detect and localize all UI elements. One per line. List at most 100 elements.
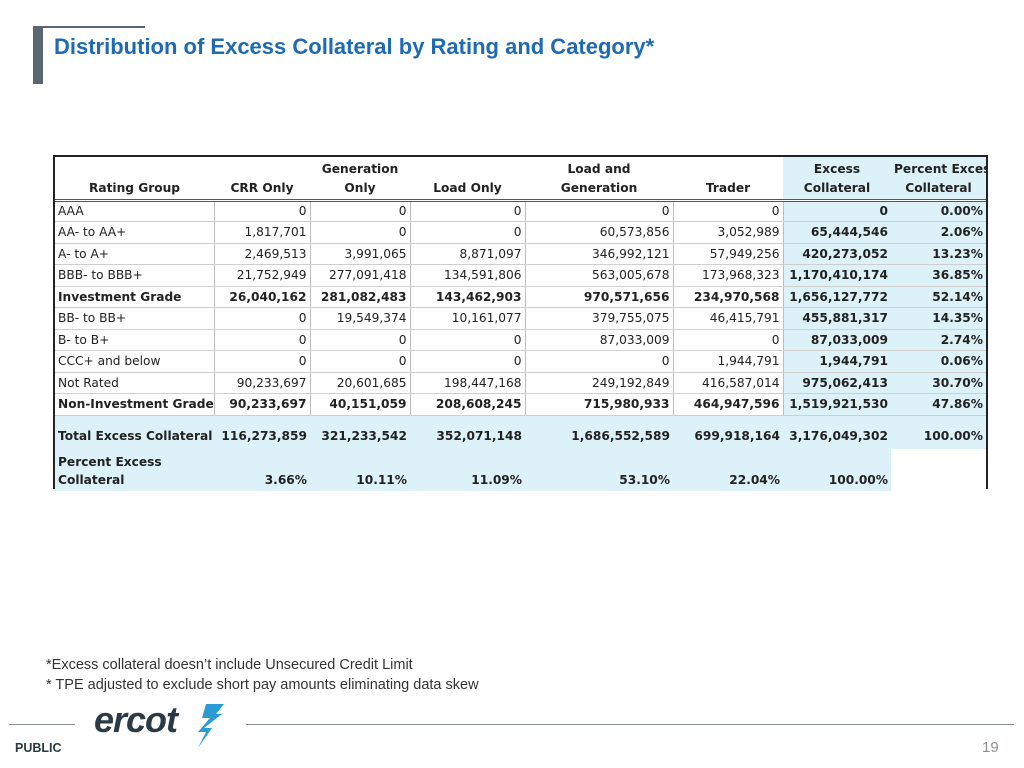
row-label: CCC+ and below <box>55 350 215 373</box>
total-cell: 100.00% <box>891 423 986 449</box>
footnote-tpe: * TPE adjusted to exclude short pay amou… <box>46 677 479 693</box>
column-header: Trader <box>673 178 783 202</box>
total-cell: 3,176,049,302 <box>783 423 891 449</box>
subtotal-row: Non-Investment Grade 90,233,697 40,151,059… <box>55 393 986 416</box>
table-cell: 0 <box>310 350 411 373</box>
table-cell: 0 <box>214 350 311 373</box>
total-cell: 699,918,164 <box>673 423 783 449</box>
column-header: Only <box>310 178 410 202</box>
table-row: CCC+ and below 0 0 0 0 1,944,791 1,944,791 0.06… <box>55 350 986 373</box>
row-label: BB- to BB+ <box>55 307 215 330</box>
ercot-bolt-icon <box>198 704 224 748</box>
table-cell: 13.23% <box>891 243 986 265</box>
table-row: AAA 0 0 0 0 0 0 0.00% <box>55 200 986 222</box>
classification-label: PUBLIC <box>15 741 62 755</box>
table-cell: 3,991,065 <box>310 243 411 265</box>
percent-label-line1: Percent Excess <box>55 449 214 469</box>
table-row: BBB- to BBB+ 21,752,949 277,091,418 134,591… <box>55 264 986 287</box>
table-cell: 0 <box>410 329 526 351</box>
table-cell: 90,233,697 <box>214 393 311 416</box>
total-cell: 1,686,552,589 <box>525 423 673 449</box>
header-top-cell: Percent Excess <box>891 157 986 178</box>
percent-row-empty-cell <box>891 469 986 491</box>
subtotal-row: Investment Grade 26,040,162 281,082,483 143… <box>55 286 986 308</box>
row-label: B- to B+ <box>55 329 215 351</box>
table-cell: 975,062,413 <box>783 372 891 394</box>
footnotes: *Excess collateral doesn’t include Unsec… <box>46 655 479 695</box>
total-cell: 116,273,859 <box>214 423 310 449</box>
footer-divider-right <box>246 724 1014 725</box>
percent-row-empty-cell <box>214 449 310 469</box>
table-cell: 10,161,077 <box>410 307 526 330</box>
footnote-unsecured: *Excess collateral doesn’t include Unsec… <box>46 657 413 673</box>
table-cell: 281,082,483 <box>310 286 411 308</box>
percent-cell: 100.00% <box>783 469 891 491</box>
percent-row-empty-cell <box>310 449 410 469</box>
table-cell: 20,601,685 <box>310 372 411 394</box>
spacer-cell <box>891 415 986 423</box>
table-cell: 36.85% <box>891 264 986 287</box>
footer-divider-left <box>9 724 75 725</box>
column-header: Collateral <box>783 178 891 202</box>
table-cell: 65,444,546 <box>783 221 891 244</box>
column-header: Generation <box>525 178 673 202</box>
table-cell: 3,052,989 <box>673 221 784 244</box>
table-body: AAA 0 0 0 0 0 0 0.00% AA- to AA+ 1,817,701 0 0 60,57… <box>55 200 986 491</box>
table-spacer-row <box>55 415 986 423</box>
table-cell: 0 <box>783 200 891 222</box>
table-row: B- to B+ 0 0 0 87,033,009 0 87,033,009 2.74% <box>55 329 986 351</box>
table-cell: 715,980,933 <box>525 393 674 416</box>
spacer-cell <box>310 415 410 423</box>
total-cell: 321,233,542 <box>310 423 410 449</box>
spacer-cell <box>525 415 673 423</box>
row-label: Non-Investment Grade <box>55 393 215 416</box>
column-header: Collateral <box>891 178 986 202</box>
table-cell: 60,573,856 <box>525 221 674 244</box>
table-cell: 30.70% <box>891 372 986 394</box>
table-cell: 40,151,059 <box>310 393 411 416</box>
table-cell: 0.06% <box>891 350 986 373</box>
table-cell: 0 <box>410 221 526 244</box>
table-cell: 46,415,791 <box>673 307 784 330</box>
table-cell: 1,519,921,530 <box>783 393 891 416</box>
table-cell: 346,992,121 <box>525 243 674 265</box>
spacer-cell <box>214 415 310 423</box>
column-header: Load Only <box>410 178 525 202</box>
table-cell: 1,944,791 <box>783 350 891 373</box>
percent-row: Collateral 3.66% 10.11% 11.09% 53.10% 22.04% 1… <box>55 469 986 491</box>
table-cell: 2.06% <box>891 221 986 244</box>
table-cell: 0 <box>310 221 411 244</box>
table-cell: 52.14% <box>891 286 986 308</box>
header-top-cell <box>214 157 310 178</box>
row-label: A- to A+ <box>55 243 215 265</box>
row-label: BBB- to BBB+ <box>55 264 215 287</box>
percent-label-line2: Collateral <box>55 469 214 491</box>
row-label: AA- to AA+ <box>55 221 215 244</box>
table-cell: 2,469,513 <box>214 243 311 265</box>
table-cell: 143,462,903 <box>410 286 526 308</box>
header-top-cell <box>55 157 214 178</box>
table-cell: 563,005,678 <box>525 264 674 287</box>
table-cell: 1,656,127,772 <box>783 286 891 308</box>
page-title: Distribution of Excess Collateral by Rat… <box>54 34 655 59</box>
header-top-cell <box>410 157 525 178</box>
row-label: Not Rated <box>55 372 215 394</box>
table-cell: 19,549,374 <box>310 307 411 330</box>
table-cell: 0 <box>214 200 311 222</box>
table-cell: 234,970,568 <box>673 286 784 308</box>
spacer-cell <box>410 415 525 423</box>
table-cell: 0 <box>673 329 784 351</box>
table-cell: 0 <box>410 200 526 222</box>
table-cell: 0 <box>310 200 411 222</box>
table-cell: 277,091,418 <box>310 264 411 287</box>
table-cell: 87,033,009 <box>525 329 674 351</box>
table-cell: 455,881,317 <box>783 307 891 330</box>
percent-row-empty-cell <box>410 449 525 469</box>
row-label: Investment Grade <box>55 286 215 308</box>
header-top-cell: Generation <box>321 161 399 176</box>
table-cell: 1,170,410,174 <box>783 264 891 287</box>
header-top-cell: Excess <box>783 157 891 178</box>
title-accent-line <box>33 26 145 28</box>
percent-cell: 22.04% <box>673 469 783 491</box>
